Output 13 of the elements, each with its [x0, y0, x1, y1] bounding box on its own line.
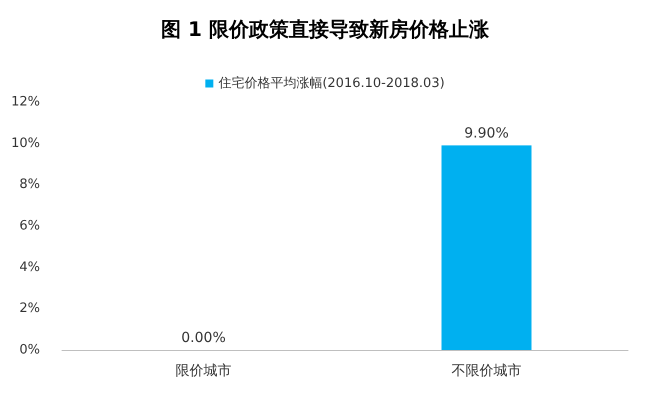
y-tick-label: 6% [19, 218, 40, 234]
y-tick-label: 2% [19, 301, 40, 316]
y-tick-label: 8% [19, 177, 40, 192]
data-label: 9.90% [464, 125, 509, 142]
y-tick-label: 10% [11, 136, 40, 151]
x-tick-label: 不限价城市 [452, 363, 522, 379]
x-tick-label: 限价城市 [176, 363, 232, 379]
legend-label: 住宅价格平均涨幅(2016.10-2018.03) [217, 75, 445, 91]
y-tick-label: 0% [19, 342, 40, 358]
y-tick-label: 12% [11, 94, 40, 110]
y-tick-label: 4% [19, 260, 40, 275]
data-label: 0.00% [181, 330, 226, 346]
chart-title: 图 1 限价政策直接导致新房价格止涨 [161, 17, 490, 41]
